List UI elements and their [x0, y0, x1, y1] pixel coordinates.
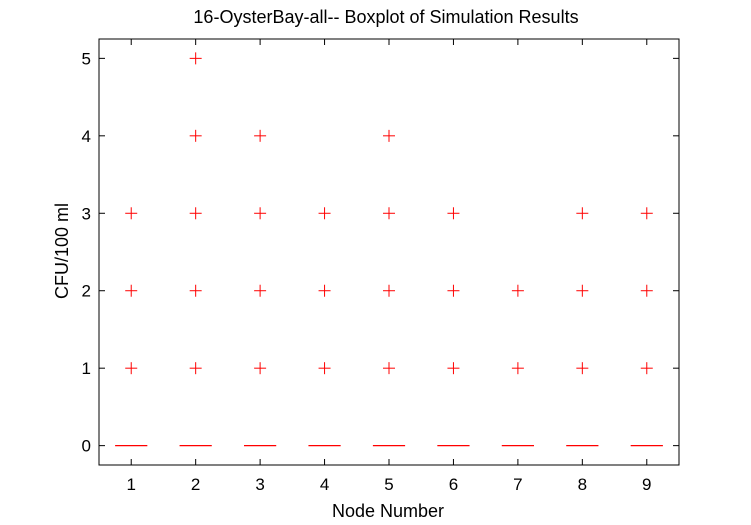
outlier-marker	[254, 362, 267, 375]
x-tick-label: 2	[191, 475, 200, 494]
outlier-marker	[125, 362, 138, 375]
x-axis: 1 2 3 4 5 6 7 8 9	[126, 39, 652, 494]
outlier-marker	[383, 129, 395, 142]
outlier-marker	[125, 284, 138, 297]
outlier-marker	[640, 207, 653, 220]
box-node-2	[179, 52, 212, 447]
box-node-5	[372, 129, 406, 447]
x-tick-label: 7	[513, 475, 522, 494]
plot-area	[98, 38, 680, 466]
outlier-marker	[383, 284, 395, 297]
y-tick-label: 5	[82, 49, 91, 68]
outlier-marker	[447, 284, 460, 297]
outlier-marker	[189, 52, 202, 65]
boxplot-series	[115, 52, 663, 447]
y-tick-label: 3	[82, 204, 91, 223]
outlier-marker	[383, 362, 395, 375]
x-tick-label: 1	[126, 475, 135, 494]
outlier-marker	[318, 207, 331, 220]
outlier-marker	[318, 362, 331, 375]
outlier-marker	[254, 284, 267, 297]
box-node-3	[244, 129, 277, 447]
outlier-marker	[511, 284, 524, 297]
x-tick-label: 5	[384, 475, 393, 494]
y-tick-label: 1	[82, 359, 91, 378]
x-tick-label: 4	[320, 475, 329, 494]
box-node-8	[566, 207, 599, 447]
x-tick-label: 9	[642, 475, 651, 494]
outlier-marker	[447, 362, 460, 375]
outlier-marker	[254, 207, 267, 220]
outlier-marker	[640, 284, 653, 297]
box-node-7	[501, 284, 534, 447]
outlier-marker	[511, 362, 524, 375]
box-node-1	[115, 207, 148, 447]
outlier-marker	[189, 207, 202, 220]
y-tick-label: 0	[82, 437, 91, 456]
outlier-marker	[254, 129, 267, 142]
x-tick-label: 3	[255, 475, 264, 494]
outlier-marker	[318, 284, 331, 297]
y-axis-label: CFU/100 ml	[52, 203, 72, 299]
outlier-marker	[189, 284, 202, 297]
y-tick-label: 4	[82, 127, 91, 146]
outlier-marker	[125, 207, 138, 220]
box-node-9	[630, 207, 663, 447]
outlier-marker	[576, 362, 589, 375]
outlier-marker	[189, 129, 202, 142]
outlier-marker	[189, 362, 202, 375]
x-tick-label: 8	[578, 475, 587, 494]
outlier-marker	[576, 284, 589, 297]
y-axis: 0 1 2 3 4 5	[82, 49, 679, 456]
outlier-marker	[640, 362, 653, 375]
box-node-4	[308, 207, 341, 447]
outlier-marker	[447, 207, 460, 220]
y-tick-label: 2	[82, 282, 91, 301]
x-tick-label: 6	[449, 475, 458, 494]
outlier-marker	[576, 207, 589, 220]
outlier-marker	[383, 207, 395, 220]
x-axis-label: Node Number	[332, 501, 444, 521]
box-node-6	[437, 207, 470, 447]
chart-title: 16-OysterBay-all-- Boxplot of Simulation…	[193, 7, 578, 27]
